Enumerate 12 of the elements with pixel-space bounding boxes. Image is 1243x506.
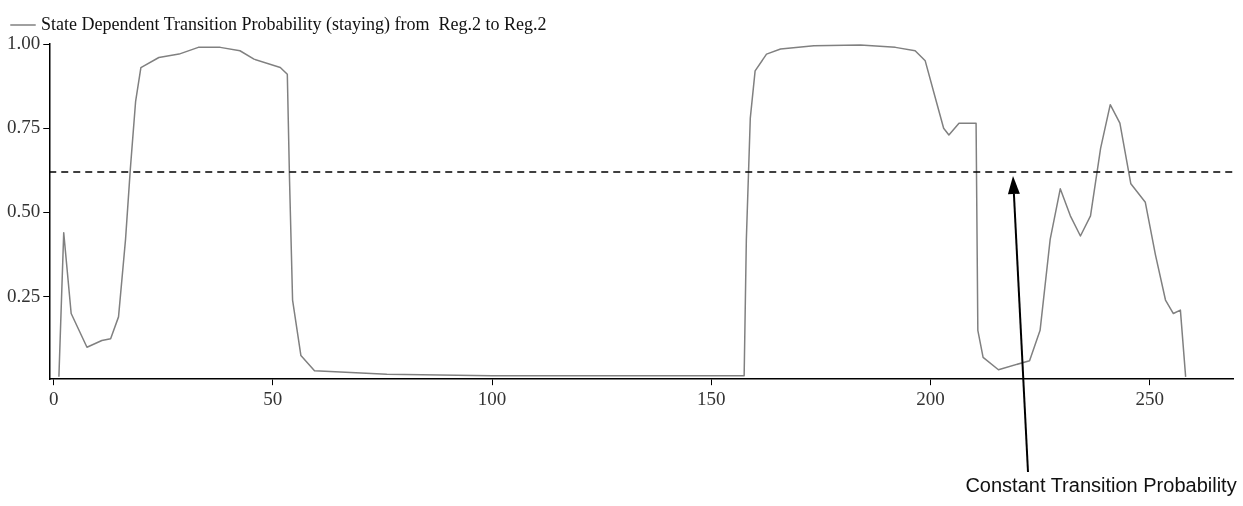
x-tick-label: 0 [48, 387, 59, 409]
y-tick-label: 0.50 [7, 200, 41, 222]
y-tick-label: 0.25 [7, 284, 41, 306]
y-tick-label: 0.75 [7, 116, 41, 138]
x-tick-label: 100 [477, 387, 507, 409]
x-tick-label: 250 [1135, 387, 1164, 409]
x-tick-label: 50 [263, 387, 283, 409]
legend-label: State Dependent Transition Probability (staying) from Reg.2 to Reg.2 [41, 13, 547, 35]
x-tick-label: 200 [916, 387, 945, 409]
x-tick-label: 150 [697, 387, 726, 409]
text: Constant Transition Probability [965, 474, 1237, 496]
y-tick-label: 1.00 [7, 31, 41, 53]
